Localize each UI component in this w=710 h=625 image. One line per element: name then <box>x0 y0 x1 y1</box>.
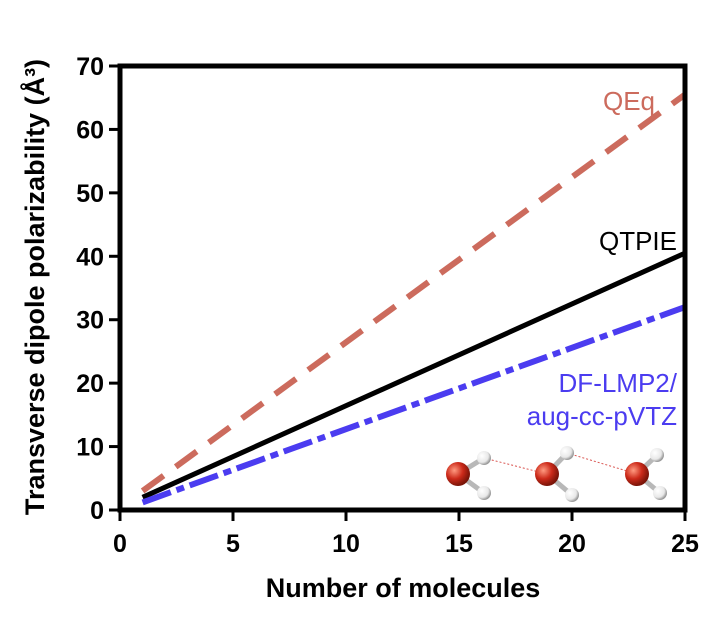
series-line-qtpie <box>141 250 687 500</box>
y-tick-label: 50 <box>76 180 104 208</box>
series-label-df-lmp2: DF-LMP2/ <box>559 368 678 398</box>
x-tick-label: 20 <box>558 530 586 558</box>
y-tick-label: 60 <box>76 116 104 144</box>
x-axis-label: Number of molecules <box>266 573 541 603</box>
y-tick-label: 40 <box>76 243 104 271</box>
x-tick-label: 5 <box>226 530 240 558</box>
y-axis-label: Transverse dipole polarizability (Å³) <box>19 59 50 515</box>
series-label-qtpie: QTPIE <box>599 226 677 256</box>
x-tick-label: 0 <box>113 530 127 558</box>
x-tick-label: 15 <box>445 530 473 558</box>
y-tick-label: 20 <box>76 370 104 398</box>
series-layer <box>140 92 687 506</box>
y-tick-label: 70 <box>76 53 104 81</box>
series-label-qeq: QEq <box>603 86 655 116</box>
plot-frame <box>117 63 688 513</box>
series-label-basis-set: aug-cc-pVTZ <box>527 401 677 431</box>
y-tick-label: 30 <box>76 307 104 335</box>
y-tick-label: 10 <box>76 434 104 462</box>
x-tick-label: 25 <box>671 530 699 558</box>
y-tick-label: 0 <box>90 497 104 525</box>
x-tick-label: 10 <box>332 530 360 558</box>
series-line-qeq <box>140 92 687 494</box>
water-trimer-molecules-icon <box>446 446 667 502</box>
ticks-layer: 0 5 10 15 20 25 0 10 20 30 40 50 60 70 <box>76 53 699 558</box>
series-line-df-lmp2 <box>141 304 687 506</box>
